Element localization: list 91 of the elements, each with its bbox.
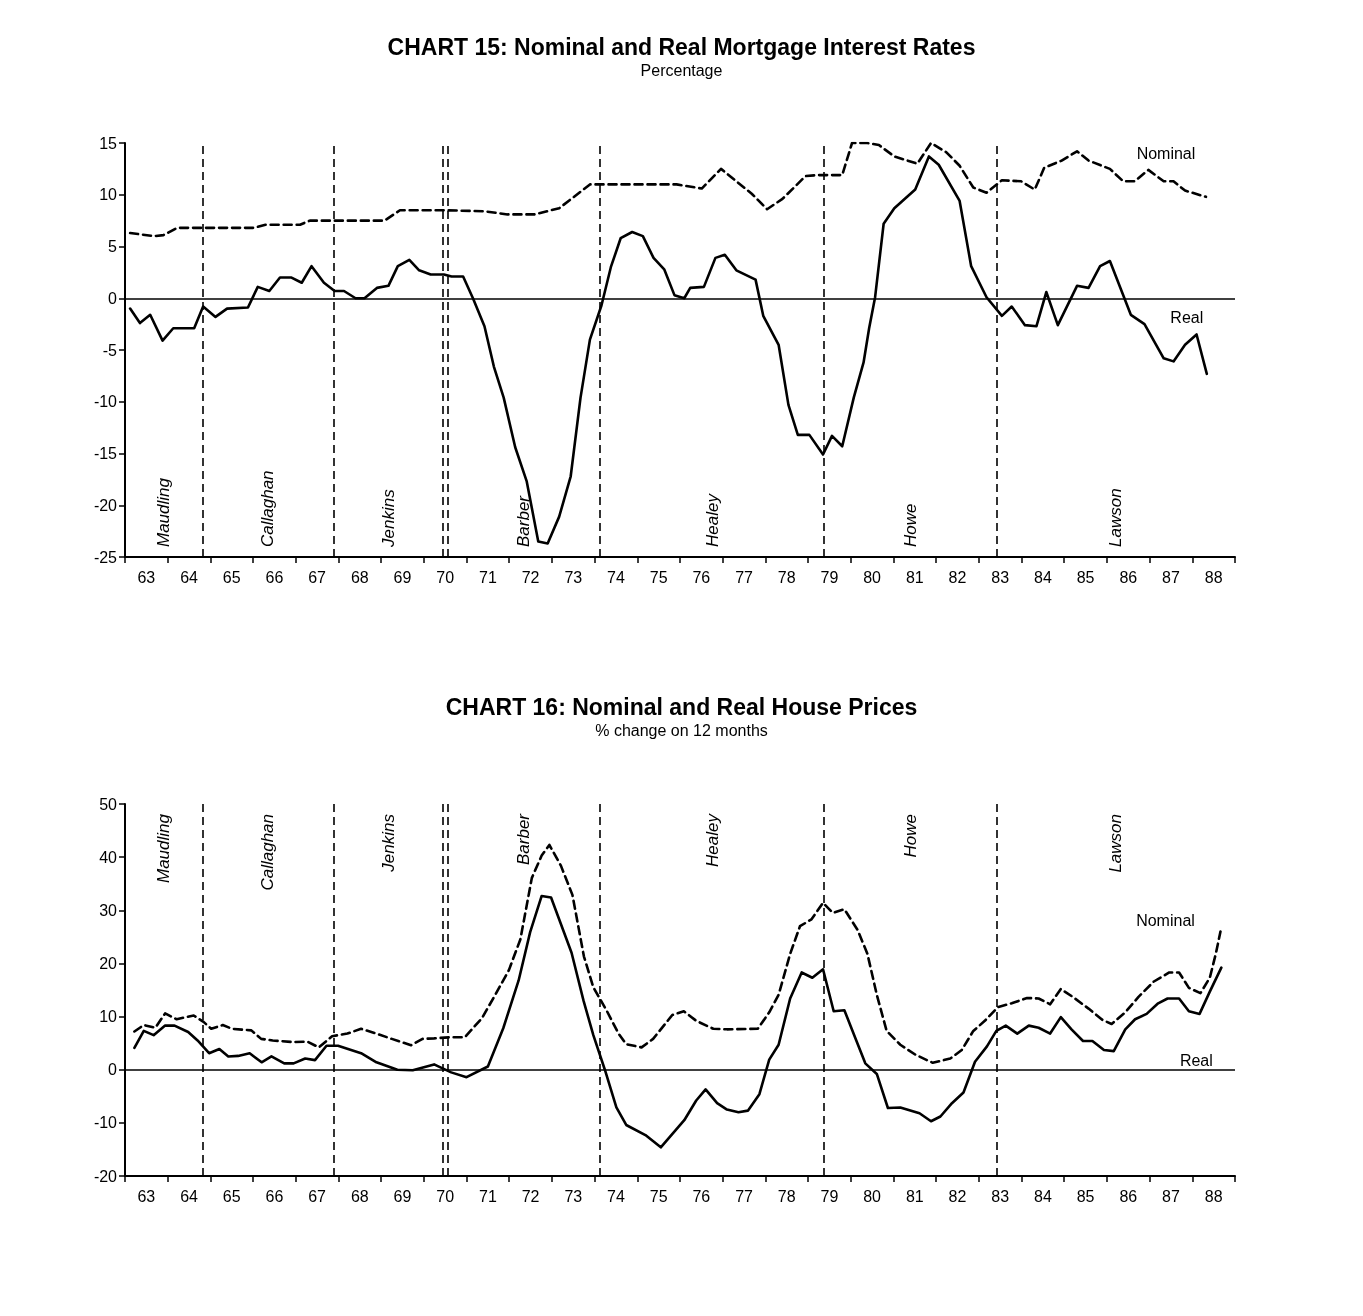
x-tick-label: 70 — [436, 568, 455, 586]
annotation: Lawson — [1106, 814, 1126, 873]
x-tick-label: 83 — [991, 1187, 1010, 1205]
text: Real — [1179, 1052, 1213, 1070]
x-tick-label: 69 — [393, 568, 412, 586]
x-tick-label: 84 — [1033, 568, 1052, 586]
chart-title: CHART 15: Nominal and Real Mortgage Interest Rates — [387, 33, 976, 60]
annotation: Maudling — [154, 477, 174, 547]
annotation: Howe — [900, 814, 920, 858]
x-tick-label: 63 — [137, 568, 156, 586]
y-tick-label: 10 — [99, 186, 118, 204]
annotation: Jenkins — [378, 813, 398, 873]
y-tick-label: 20 — [99, 954, 118, 972]
annotation: Callaghan — [258, 814, 278, 891]
x-tick-label: 75 — [649, 1187, 668, 1205]
x-tick-label: 69 — [393, 1187, 412, 1205]
x-tick-label: 88 — [1204, 1187, 1223, 1205]
annotation: Jenkins — [378, 488, 398, 548]
y-tick-label: 0 — [108, 1061, 118, 1079]
x-tick-label: 65 — [222, 1187, 241, 1205]
y-tick-label: -25 — [93, 548, 118, 566]
x-tick-label: 86 — [1119, 568, 1138, 586]
y-tick-label: 15 — [99, 134, 118, 152]
x-tick-label: 83 — [991, 568, 1010, 586]
x-tick-label: 80 — [863, 1187, 882, 1205]
x-tick-label: 70 — [436, 1187, 455, 1205]
series-label: Real — [1170, 309, 1204, 327]
x-tick-label: 78 — [777, 568, 796, 586]
x-tick-label: 68 — [350, 568, 369, 586]
x-tick-label: 84 — [1033, 1187, 1052, 1205]
x-tick-label: 82 — [948, 568, 967, 586]
x-tick-label: 77 — [735, 1187, 754, 1205]
x-tick-label: 68 — [350, 1187, 369, 1205]
y-tick-label: -15 — [93, 445, 118, 462]
x-tick-label: 85 — [1076, 1187, 1095, 1205]
x-tick-label: 71 — [478, 568, 497, 586]
annotation: Healey — [702, 492, 722, 547]
y-tick-label: 50 — [99, 795, 118, 813]
x-tick-label: 73 — [564, 1187, 583, 1205]
chart-title: CHART 16: Nominal and Real House Prices — [445, 693, 918, 720]
x-tick-label: 78 — [777, 1187, 796, 1205]
x-tick-label: 64 — [180, 568, 199, 586]
annotation: Howe — [900, 503, 920, 547]
x-tick-label: 72 — [521, 1187, 540, 1205]
x-tick-label: 86 — [1119, 1187, 1138, 1205]
y-tick-label: 5 — [108, 238, 118, 255]
x-tick-label: 63 — [137, 1187, 156, 1205]
x-tick-label: 75 — [649, 568, 668, 586]
x-tick-label: 71 — [478, 1187, 497, 1205]
x-tick-label: 81 — [905, 568, 924, 586]
annotation: Lawson — [1106, 488, 1126, 547]
series-label: Nominal — [1136, 145, 1196, 163]
x-tick-label: 76 — [692, 1187, 711, 1205]
series-label: Nominal — [1136, 912, 1195, 930]
y-tick-label: -20 — [93, 1167, 118, 1185]
x-tick-label: 88 — [1204, 568, 1223, 586]
x-tick-label: 66 — [265, 568, 284, 586]
x-tick-label: 79 — [820, 568, 839, 586]
y-tick-label: -10 — [93, 393, 118, 411]
x-tick-label: 87 — [1162, 568, 1180, 586]
x-tick-label: 81 — [905, 1187, 924, 1205]
y-tick-label: 30 — [99, 901, 118, 919]
x-tick-label: 87 — [1162, 1187, 1180, 1205]
x-tick-label: 67 — [308, 568, 327, 586]
annotation: Maudling — [154, 813, 174, 883]
annotation: Callaghan — [258, 470, 278, 547]
x-tick-label: 72 — [521, 568, 540, 586]
x-tick-label: 66 — [265, 1187, 284, 1205]
chart-subtitle: % change on 12 months — [595, 721, 768, 739]
y-tick-label: -20 — [93, 496, 118, 514]
x-tick-label: 74 — [607, 568, 625, 586]
x-tick-label: 82 — [948, 1187, 967, 1205]
annotation: Barber — [514, 494, 534, 547]
x-tick-label: 85 — [1076, 568, 1095, 586]
x-tick-label: 80 — [863, 568, 882, 586]
annotation: Barber — [514, 812, 534, 866]
annotation: Healey — [702, 812, 722, 867]
x-tick-label: 77 — [735, 568, 754, 586]
y-tick-label: 40 — [99, 848, 118, 866]
x-tick-label: 64 — [180, 1187, 199, 1205]
x-tick-label: 73 — [564, 568, 583, 586]
x-tick-label: 74 — [607, 1187, 625, 1205]
x-tick-label: 76 — [692, 568, 711, 586]
y-tick-label: 10 — [99, 1008, 118, 1026]
y-tick-label: -10 — [93, 1114, 118, 1132]
x-tick-label: 65 — [222, 568, 241, 586]
y-tick-label: 0 — [108, 289, 118, 307]
x-tick-label: 67 — [308, 1187, 327, 1205]
chart-subtitle: Percentage — [640, 61, 723, 79]
x-tick-label: 79 — [820, 1187, 839, 1205]
y-tick-label: -5 — [102, 341, 118, 359]
